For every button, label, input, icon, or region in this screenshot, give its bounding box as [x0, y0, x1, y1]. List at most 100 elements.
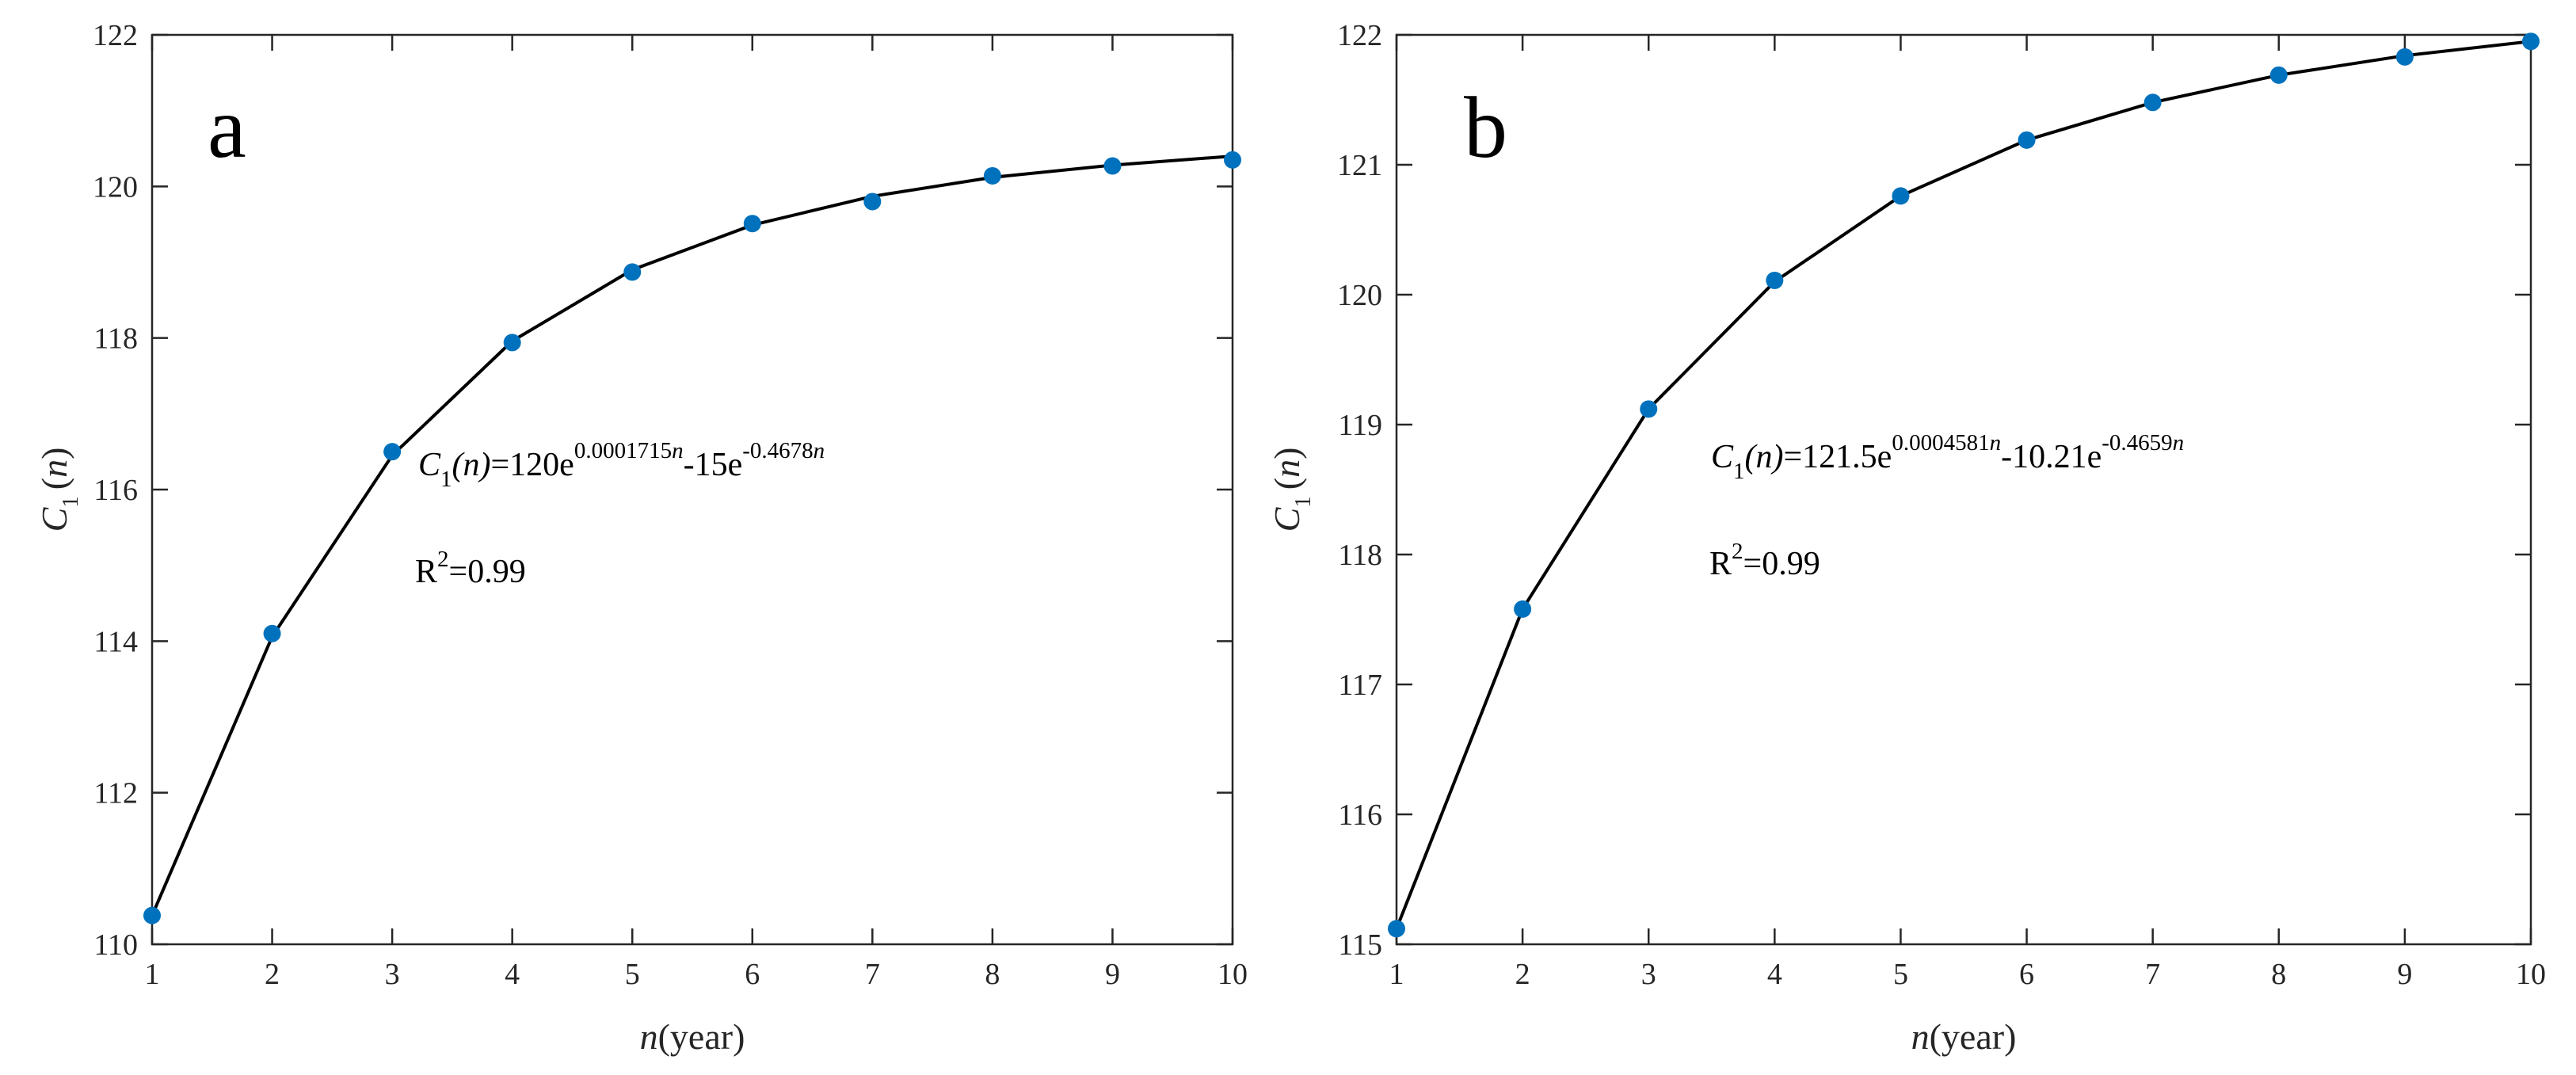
- data-point: [2395, 48, 2414, 66]
- x-tick-label: 9: [2397, 958, 2412, 991]
- x-tick-label: 10: [2516, 958, 2546, 991]
- fit-curve: [151, 154, 1233, 917]
- equation-c: C: [1711, 439, 1734, 475]
- fit-curve: [1395, 40, 2532, 930]
- y-tick-label: 121: [1337, 149, 1382, 182]
- x-tick-label: 2: [265, 958, 280, 991]
- r-squared-annotation: R2=0.99: [415, 547, 526, 590]
- data-point: [143, 906, 161, 924]
- equation-body-1: =120e: [491, 447, 574, 483]
- data-point: [383, 443, 402, 461]
- y-tick-label: 112: [93, 777, 138, 810]
- y-tick-label: 114: [93, 625, 138, 658]
- x-axis-label: n(year): [1911, 1016, 2017, 1057]
- x-tick-label: 8: [985, 958, 1000, 991]
- equation-body-2: -15e: [684, 447, 743, 483]
- x-tick-label: 7: [865, 958, 880, 991]
- panel-label: b: [1464, 79, 1507, 176]
- data-point: [503, 334, 521, 352]
- data-point: [623, 263, 642, 281]
- r2-value: =0.99: [449, 554, 526, 590]
- y-tick-label: 117: [1338, 669, 1382, 702]
- data-point: [743, 215, 761, 233]
- equation-body-1: =121.5e: [1784, 439, 1892, 475]
- r2-value: =0.99: [1743, 546, 1820, 582]
- equation-exp-2: -0.4678: [742, 438, 813, 463]
- x-tick-label: 6: [745, 958, 760, 991]
- tick-marks: [1395, 33, 2532, 946]
- x-tick-label: 7: [2145, 958, 2160, 991]
- x-tick-label: 1: [1389, 958, 1404, 991]
- tick-labels: 1 2 3 4 5 6 7 8 9 10 110 112 114 116 118 120 122: [93, 19, 1248, 991]
- equation-annotation: C1(n)=120e0.0001715n-15e-0.4678n: [418, 438, 825, 492]
- y-axis-label: C1(n): [34, 448, 83, 532]
- data-point: [2269, 66, 2288, 84]
- equation-exp-2-n: n: [814, 438, 825, 463]
- data-point: [1766, 271, 1784, 289]
- r2-sup: 2: [437, 547, 449, 572]
- x-tick-label: 2: [1515, 958, 1530, 991]
- equation-exp-2-n: n: [2173, 430, 2185, 456]
- x-tick-label: 8: [2271, 958, 2286, 991]
- x-axis-label: n(year): [640, 1016, 745, 1057]
- x-tick-label: 6: [2019, 958, 2034, 991]
- equation-exp-2: -0.4659: [2102, 430, 2172, 456]
- y-tick-label: 119: [1338, 409, 1382, 442]
- data-point: [1892, 187, 1910, 205]
- data-point: [863, 193, 882, 211]
- equation-exp-1-n: n: [1990, 430, 2002, 456]
- equation-exp-1-n: n: [672, 438, 684, 463]
- data-point: [1388, 920, 1405, 938]
- equation-exp-1: 0.0004581: [1892, 430, 1989, 456]
- equation-c: C: [418, 447, 441, 483]
- x-tick-label: 3: [1641, 958, 1656, 991]
- equation-c-subscript: 1: [1733, 459, 1745, 484]
- plot-area-frame: [1395, 33, 2532, 946]
- r-squared-annotation: R2=0.99: [1709, 539, 1820, 582]
- r2-sup: 2: [1732, 539, 1743, 564]
- r2-r: R: [1709, 546, 1732, 582]
- plot-area-frame: [151, 33, 1234, 946]
- tick-marks: [151, 33, 1234, 946]
- x-tick-label: 9: [1105, 958, 1120, 991]
- y-tick-label: 122: [1337, 19, 1382, 52]
- y-tick-label: 110: [93, 928, 138, 962]
- data-points: [143, 151, 1241, 924]
- x-tick-label: 4: [1767, 958, 1782, 991]
- data-point: [1640, 400, 1658, 418]
- equation-arg: (n): [452, 447, 491, 483]
- data-points: [1388, 32, 2540, 938]
- y-tick-label: 118: [93, 322, 138, 356]
- y-axis-label: C1(n): [1267, 448, 1316, 532]
- x-tick-label: 3: [385, 958, 400, 991]
- y-tick-label: 118: [1338, 539, 1382, 572]
- y-tick-label: 120: [93, 170, 138, 204]
- r2-r: R: [415, 554, 437, 590]
- y-tick-label: 116: [93, 474, 138, 507]
- equation-arg: (n): [1745, 439, 1784, 475]
- data-point: [1224, 151, 1241, 169]
- y-tick-label: 120: [1337, 279, 1382, 312]
- panel-label: a: [208, 79, 246, 176]
- data-point: [983, 166, 1001, 185]
- x-tick-label: 5: [625, 958, 640, 991]
- x-tick-label: 5: [1893, 958, 1908, 991]
- y-tick-label: 122: [93, 19, 138, 52]
- data-point: [2522, 32, 2540, 51]
- tick-labels: 1 2 3 4 5 6 7 8 9 10 115 116 117 118 119 120 121 122: [1337, 19, 2546, 991]
- x-tick-label: 10: [1218, 958, 1248, 991]
- equation-annotation: C1(n)=121.5e0.0004581n-10.21e-0.4659n: [1711, 430, 2184, 484]
- x-tick-label: 4: [505, 958, 520, 991]
- x-tick-label: 1: [145, 958, 160, 991]
- data-point: [2018, 131, 2036, 149]
- y-tick-label: 116: [1338, 799, 1382, 832]
- data-point: [2143, 93, 2162, 112]
- equation-c-subscript: 1: [440, 467, 452, 492]
- equation-body-2: -10.21e: [2001, 439, 2102, 475]
- data-point: [1103, 157, 1122, 175]
- y-tick-label: 115: [1338, 928, 1382, 962]
- equation-exp-1: 0.0001715: [574, 438, 672, 463]
